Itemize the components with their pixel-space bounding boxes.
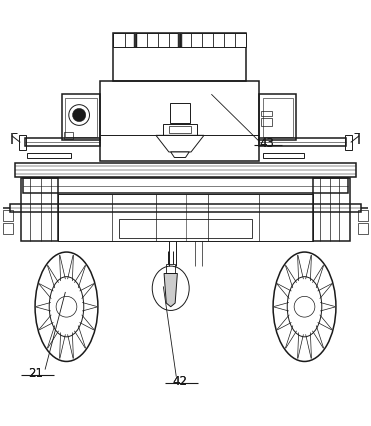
Bar xyxy=(58,195,313,241)
Bar xyxy=(21,179,58,241)
Ellipse shape xyxy=(49,277,84,337)
Bar xyxy=(169,127,191,134)
Circle shape xyxy=(72,109,86,122)
Text: 42: 42 xyxy=(173,374,187,387)
Bar xyxy=(62,95,101,141)
Bar xyxy=(134,34,137,48)
Ellipse shape xyxy=(287,277,322,337)
Bar xyxy=(259,95,296,141)
Text: 43: 43 xyxy=(259,136,274,150)
Bar xyxy=(170,104,190,124)
Bar xyxy=(166,265,175,274)
Bar xyxy=(263,99,293,138)
Bar xyxy=(163,125,197,136)
Bar xyxy=(3,210,13,222)
Bar xyxy=(345,135,352,151)
Polygon shape xyxy=(164,274,177,307)
Text: 21: 21 xyxy=(28,366,43,379)
Bar xyxy=(263,154,304,158)
Bar xyxy=(19,135,26,151)
Bar xyxy=(10,204,361,212)
Ellipse shape xyxy=(273,253,336,362)
Bar xyxy=(261,119,272,127)
Bar xyxy=(23,179,348,193)
Bar xyxy=(16,163,355,177)
Bar xyxy=(119,220,252,238)
Ellipse shape xyxy=(35,253,98,362)
Polygon shape xyxy=(171,153,189,158)
Bar xyxy=(259,139,346,147)
Bar xyxy=(65,99,97,138)
Bar xyxy=(261,112,272,117)
Bar xyxy=(101,82,259,161)
Bar xyxy=(178,34,182,48)
Bar xyxy=(358,210,368,222)
Polygon shape xyxy=(156,136,204,153)
Bar xyxy=(114,34,246,48)
Bar xyxy=(25,139,101,147)
Bar xyxy=(27,154,71,158)
Bar xyxy=(313,179,350,241)
Bar xyxy=(114,34,246,82)
Bar xyxy=(358,223,368,234)
Bar xyxy=(3,223,13,234)
Text: 42: 42 xyxy=(173,374,187,387)
Bar xyxy=(63,132,73,139)
Text: 43: 43 xyxy=(259,136,274,150)
Text: 21: 21 xyxy=(28,366,43,379)
